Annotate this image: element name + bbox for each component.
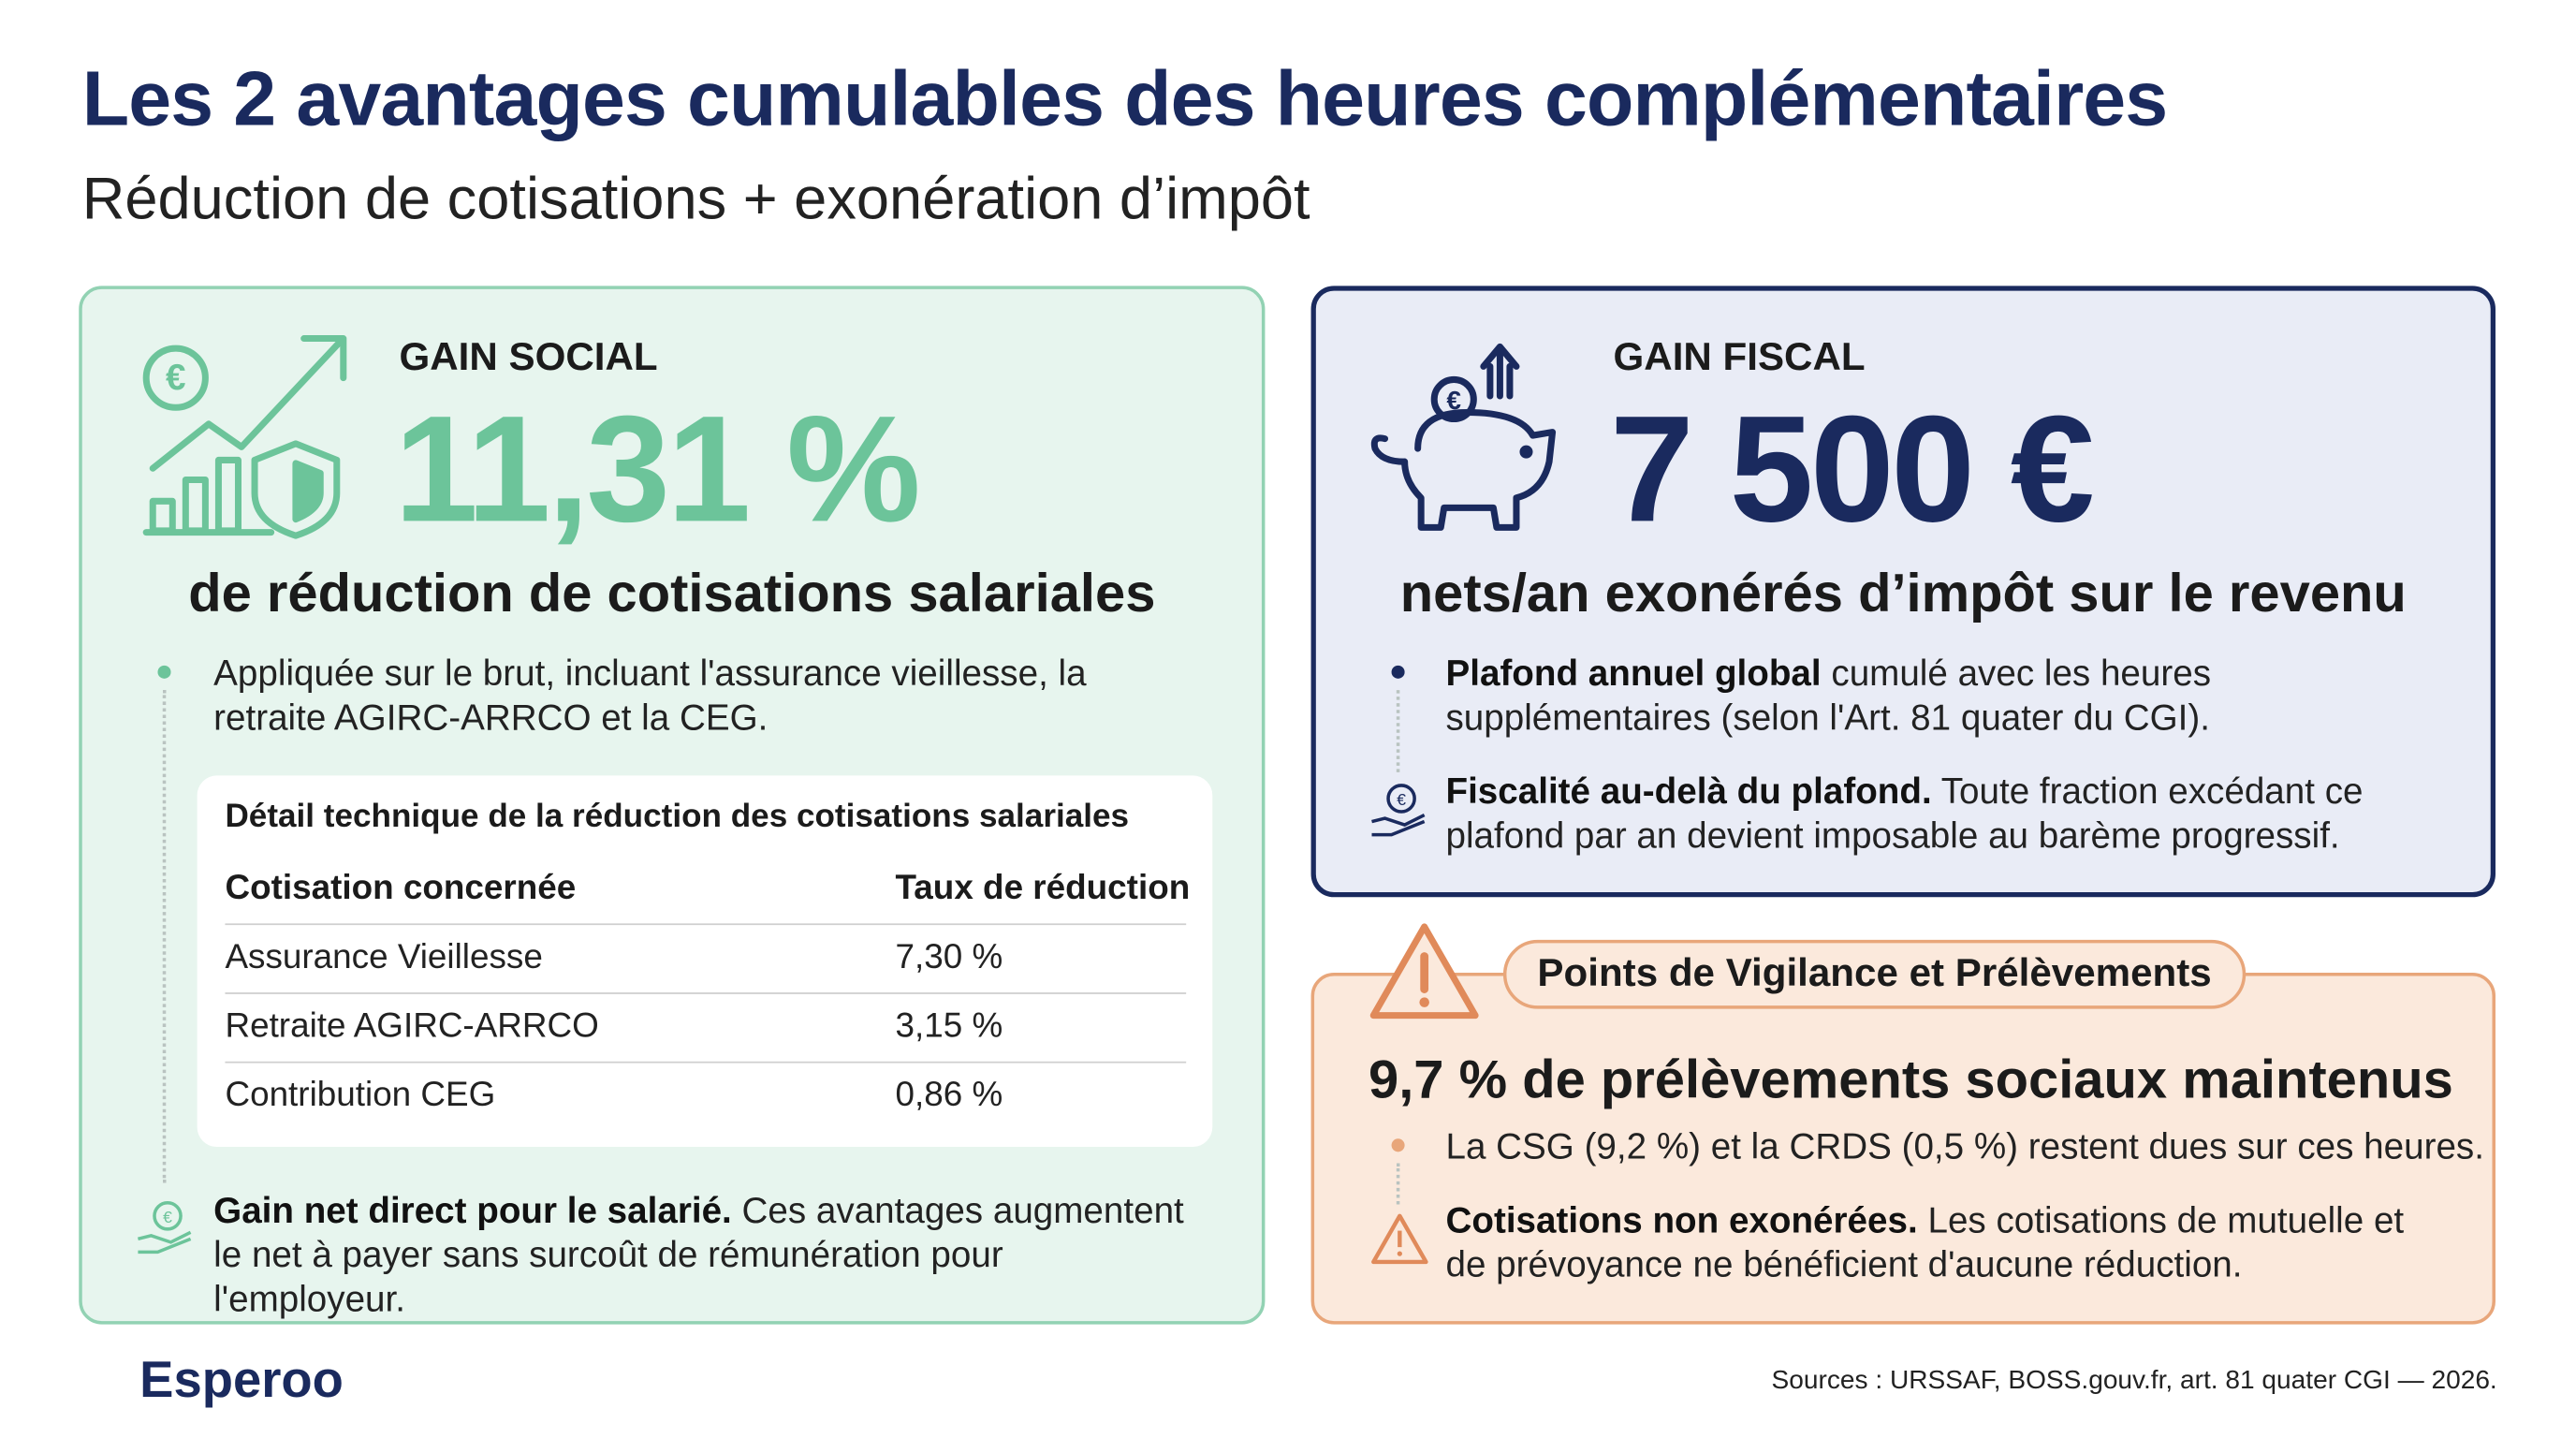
bullet-body: cumulé avec les heures supplémentaires (… [1445, 652, 2212, 739]
table-rule [225, 923, 1187, 926]
table-rule [225, 992, 1187, 994]
hand-euro-icon: € [1371, 784, 1426, 837]
bullet-body: Toute fraction excédant ce plafond par a… [1445, 770, 2364, 857]
svg-text:€: € [1446, 386, 1461, 415]
growth-icon: € [142, 335, 347, 539]
table-cell: Retraite AGIRC-ARRCO [225, 1006, 599, 1046]
bullet-dot [157, 665, 171, 679]
table-cell: Contribution CEG [225, 1076, 496, 1114]
table-cell: 0,86 % [895, 1076, 1003, 1114]
vigilance-lead: 9,7 % de prélèvements sociaux maintenus [1368, 1048, 2453, 1109]
table-cell: 3,15 % [895, 1006, 1003, 1046]
bullet-body: Les cotisations de mutuelle et de prévoy… [1445, 1199, 2405, 1285]
bullet-bold: Plafond annuel global [1445, 652, 1822, 694]
table-header: Taux de réduction [895, 869, 1191, 907]
vigilance-card [1310, 973, 2496, 1325]
svg-text:€: € [166, 358, 185, 398]
bullet-body: Ces avantages augmentent le net à payer … [213, 1189, 1184, 1320]
subtitle: Réduction de cotisations + exonération d… [81, 164, 1310, 232]
vigilance-label: Points de Vigilance et Prélèvements [1502, 939, 2247, 1009]
detail-table [197, 775, 1213, 1148]
fiscal-lead: nets/an exonérés d’impôt sur le revenu [1399, 562, 2407, 624]
warning-icon [1369, 923, 1479, 1020]
social-label: GAIN SOCIAL [399, 335, 658, 380]
bullet-text: Fiscalité au-delà du plafond. Toute frac… [1445, 769, 2398, 858]
piggy-bank-icon: € [1370, 343, 1557, 531]
svg-text:€: € [1397, 790, 1406, 809]
social-lead: de réduction de cotisations salariales [188, 562, 1156, 624]
fiscal-label: GAIN FISCAL [1613, 335, 1866, 380]
bullet-dot [1391, 665, 1405, 679]
bullet-bold: Fiscalité au-delà du plafond. [1445, 770, 1932, 813]
fiscal-figure: 7 500 € [1609, 386, 2095, 554]
bullet-text: Appliquée sur le brut, incluant l'assura… [213, 652, 1087, 739]
table-cell: 7,30 % [895, 938, 1003, 976]
bullet-text: La CSG (9,2 %) et la CRDS (0,5 %) resten… [1445, 1125, 2484, 1167]
bullet-connector [1396, 690, 1400, 772]
bullet-bold: Gain net direct pour le salarié. [213, 1189, 732, 1231]
table-header: Cotisation concernée [225, 869, 577, 907]
bullet-text: Cotisations non exonérées. Les cotisatio… [1445, 1197, 2431, 1286]
title: Les 2 avantages cumulables des heures co… [81, 53, 2168, 141]
bullet-bold: Cotisations non exonérées. [1445, 1199, 1918, 1241]
bullet-dot [1391, 1138, 1405, 1152]
warning-icon [1371, 1213, 1428, 1265]
social-figure: 11,31 % [394, 386, 921, 554]
brand: Esperoo [139, 1350, 344, 1409]
sources: Sources : URSSAF, BOSS.gouv.fr, art. 81 … [1771, 1367, 2497, 1396]
bullet-connector [162, 690, 167, 1183]
hand-euro-icon: € [138, 1200, 192, 1255]
bullet-text: Plafond annuel global cumulé avec les he… [1445, 651, 2300, 740]
table-title: Détail technique de la réduction des cot… [225, 798, 1130, 835]
svg-text:€: € [163, 1208, 172, 1226]
bullet-connector [1396, 1163, 1400, 1205]
table-cell: Assurance Vieillesse [225, 938, 543, 976]
bullet-text: Gain net direct pour le salarié. Ces ava… [213, 1188, 1199, 1321]
table-rule [225, 1061, 1187, 1064]
